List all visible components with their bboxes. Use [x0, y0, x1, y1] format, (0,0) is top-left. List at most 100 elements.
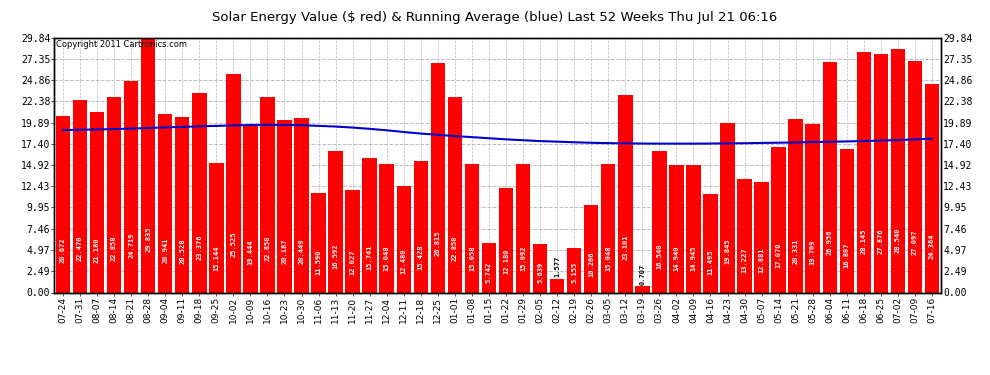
Bar: [806, 124, 820, 292]
Text: 14.940: 14.940: [673, 245, 679, 271]
Text: 26.956: 26.956: [827, 230, 833, 255]
Text: 19.845: 19.845: [725, 239, 731, 264]
Bar: [686, 165, 701, 292]
Bar: [226, 74, 241, 292]
Bar: [379, 164, 394, 292]
Bar: [482, 243, 496, 292]
Bar: [549, 279, 564, 292]
Text: 24.719: 24.719: [128, 233, 134, 258]
Bar: [346, 190, 360, 292]
Bar: [652, 151, 666, 292]
Bar: [244, 126, 257, 292]
Bar: [124, 81, 139, 292]
Text: 20.672: 20.672: [60, 238, 66, 264]
Text: 12.480: 12.480: [401, 249, 407, 274]
Bar: [209, 163, 224, 292]
Bar: [192, 93, 207, 292]
Text: 26.815: 26.815: [435, 230, 441, 256]
Bar: [260, 97, 274, 292]
Bar: [669, 165, 684, 292]
Text: 5.742: 5.742: [486, 261, 492, 283]
Text: 27.876: 27.876: [878, 229, 884, 254]
Bar: [107, 97, 122, 292]
Text: 12.881: 12.881: [758, 248, 764, 273]
Text: 0.707: 0.707: [640, 264, 645, 285]
Bar: [90, 111, 104, 292]
Bar: [141, 38, 155, 292]
Bar: [464, 164, 479, 292]
Text: 22.470: 22.470: [77, 236, 83, 261]
Bar: [431, 63, 446, 292]
Text: 27.097: 27.097: [912, 230, 918, 255]
Text: 22.850: 22.850: [451, 235, 458, 261]
Text: 28.145: 28.145: [861, 228, 867, 254]
Bar: [158, 114, 172, 292]
Bar: [771, 147, 786, 292]
Bar: [738, 180, 751, 292]
Text: 20.449: 20.449: [299, 238, 305, 264]
Text: 28.540: 28.540: [895, 228, 901, 254]
Bar: [925, 84, 940, 292]
Bar: [55, 116, 70, 292]
Text: 14.945: 14.945: [690, 245, 696, 271]
Bar: [635, 286, 649, 292]
Text: 12.180: 12.180: [503, 249, 509, 274]
Bar: [447, 97, 462, 292]
Text: 5.155: 5.155: [571, 262, 577, 284]
Bar: [856, 52, 871, 292]
Text: 22.858: 22.858: [111, 235, 117, 261]
Text: 21.180: 21.180: [94, 237, 100, 263]
Text: 15.741: 15.741: [366, 244, 372, 270]
Text: 15.428: 15.428: [418, 244, 424, 270]
Text: 15.092: 15.092: [520, 245, 526, 271]
Text: 23.101: 23.101: [623, 235, 629, 260]
Bar: [362, 158, 377, 292]
Text: 15.144: 15.144: [213, 245, 220, 270]
Bar: [703, 194, 718, 292]
Text: Copyright 2011 Cartronics.com: Copyright 2011 Cartronics.com: [56, 40, 187, 49]
Text: 20.941: 20.941: [162, 238, 168, 263]
Bar: [840, 149, 854, 292]
Bar: [721, 123, 735, 292]
Text: 25.525: 25.525: [231, 232, 237, 257]
Text: 23.376: 23.376: [196, 234, 202, 260]
Text: 17.070: 17.070: [775, 243, 782, 268]
Text: 20.528: 20.528: [179, 238, 185, 264]
Bar: [414, 160, 428, 292]
Text: 13.227: 13.227: [742, 248, 747, 273]
Bar: [908, 61, 922, 292]
Text: 16.540: 16.540: [656, 243, 662, 269]
Bar: [329, 151, 343, 292]
Bar: [311, 194, 326, 292]
Text: 15.048: 15.048: [384, 245, 390, 271]
Text: 12.027: 12.027: [349, 249, 355, 274]
Text: Solar Energy Value ($ red) & Running Average (blue) Last 52 Weeks Thu Jul 21 06:: Solar Energy Value ($ red) & Running Ave…: [213, 11, 777, 24]
Text: 5.639: 5.639: [537, 261, 544, 283]
Text: 20.187: 20.187: [281, 238, 287, 264]
Text: 24.364: 24.364: [929, 233, 935, 259]
Text: 1.577: 1.577: [554, 256, 560, 278]
Bar: [516, 164, 531, 292]
Bar: [533, 244, 547, 292]
Text: 20.331: 20.331: [793, 238, 799, 264]
Text: 11.590: 11.590: [316, 250, 322, 275]
Text: 11.495: 11.495: [708, 250, 714, 275]
Text: 19.709: 19.709: [810, 239, 816, 265]
Bar: [584, 205, 598, 292]
Bar: [618, 95, 633, 292]
Text: 16.592: 16.592: [333, 243, 339, 268]
Text: 19.444: 19.444: [248, 240, 253, 265]
Bar: [823, 62, 837, 292]
Bar: [397, 186, 411, 292]
Bar: [73, 100, 87, 292]
Bar: [175, 117, 189, 292]
Text: 15.058: 15.058: [469, 245, 475, 271]
Bar: [277, 120, 292, 292]
Bar: [294, 118, 309, 292]
Text: 15.048: 15.048: [605, 245, 611, 271]
Text: 22.850: 22.850: [264, 235, 270, 261]
Bar: [499, 188, 513, 292]
Text: 29.835: 29.835: [146, 226, 151, 252]
Bar: [891, 49, 905, 292]
Text: 10.206: 10.206: [588, 251, 594, 277]
